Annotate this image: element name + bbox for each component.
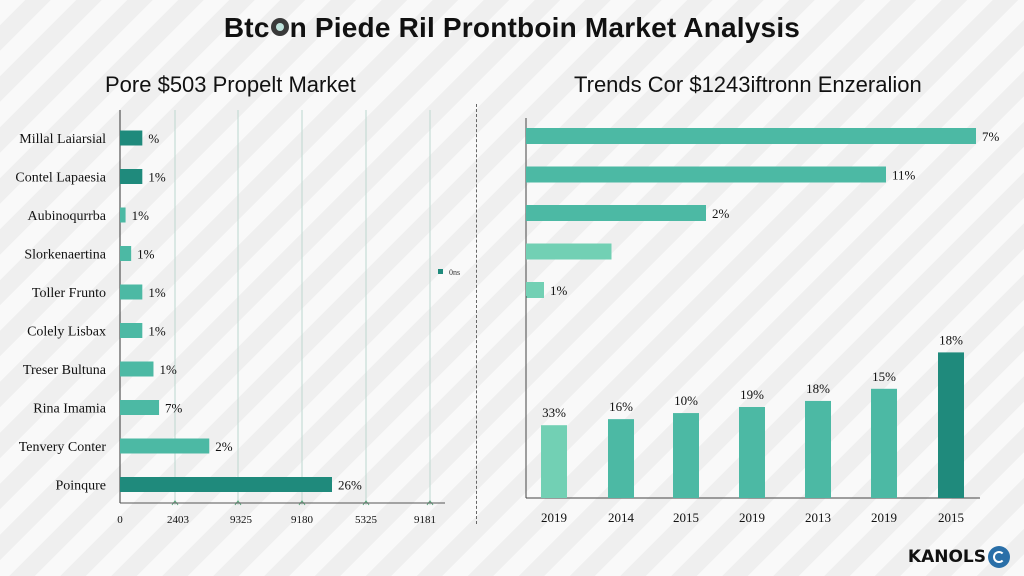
bar xyxy=(526,282,544,298)
bar xyxy=(526,128,976,144)
category-label: Poinqure xyxy=(55,479,106,494)
value-label: 7% xyxy=(165,401,183,416)
left-chart-title: Pore $503 Propelt Market xyxy=(105,72,356,97)
value-label: 10% xyxy=(674,393,698,408)
bar xyxy=(526,243,612,260)
bar xyxy=(526,205,706,221)
bar xyxy=(120,246,132,261)
category-label: Contel Lapaesia xyxy=(15,171,106,186)
x-tick-label: 9181 xyxy=(414,514,436,526)
bar xyxy=(120,323,143,338)
right-chart-title: Trends Cor $1243iftronn Enzeralion xyxy=(574,72,922,97)
page-title-suffix: n Piede Ril Prontboin Market Analysis xyxy=(289,12,801,43)
x-tick-label: 2403 xyxy=(167,514,190,526)
bar xyxy=(120,361,154,377)
value-label: 1% xyxy=(159,362,177,377)
bar xyxy=(938,352,964,498)
value-label: 1% xyxy=(148,324,166,339)
bar xyxy=(120,130,143,146)
grid-marker xyxy=(171,500,179,506)
legend-swatch xyxy=(438,269,443,274)
value-label: 2% xyxy=(215,439,233,454)
bar xyxy=(120,477,332,492)
bar xyxy=(120,400,160,415)
value-label: 1% xyxy=(148,285,166,300)
value-label: 26% xyxy=(338,478,362,493)
left-bar-chart: Millal Laiarsial % Contel Lapaesia 1% Aubino… xyxy=(15,110,460,526)
x-tick-label: 9325 xyxy=(230,514,253,526)
x-tick-label: 2019 xyxy=(871,510,897,525)
bar xyxy=(805,400,831,498)
value-label: 16% xyxy=(609,399,633,414)
grid-marker xyxy=(298,500,306,506)
brand-logo-text: KANOLS xyxy=(907,547,986,567)
coin-icon xyxy=(270,17,289,36)
x-tick-label: 5325 xyxy=(355,514,378,526)
right-top-bar-chart: 7% 11% 2% 1% xyxy=(525,118,1000,308)
bar xyxy=(120,438,210,454)
right-bottom-bar-chart: 33% 2019 16% 2014 10% 2015 19% 2019 18% 2013 15% 20… xyxy=(525,296,980,525)
bar xyxy=(526,166,886,183)
category-label: Rina Imamia xyxy=(33,402,106,417)
value-label: 2% xyxy=(712,206,730,221)
category-label: Toller Frunto xyxy=(32,286,106,301)
x-tick-label: 2015 xyxy=(938,510,964,525)
value-label: 18% xyxy=(939,332,963,347)
bar xyxy=(120,169,143,184)
category-label: Aubinoqurrba xyxy=(27,209,106,224)
category-label: Colely Lisbax xyxy=(27,325,106,340)
grid-marker xyxy=(234,500,242,506)
x-tick-label: 9180 xyxy=(291,514,314,526)
value-label: 1% xyxy=(550,283,568,298)
grid-marker xyxy=(426,500,434,506)
x-tick-label: 2013 xyxy=(805,510,831,525)
x-tick-label: 2015 xyxy=(673,510,699,525)
value-label: 1% xyxy=(132,208,150,223)
value-label: 18% xyxy=(806,381,830,396)
category-label: Tenvery Conter xyxy=(19,440,107,455)
value-label: 1% xyxy=(137,247,155,262)
category-label: Treser Bultuna xyxy=(23,363,107,378)
value-label: 19% xyxy=(740,387,764,402)
x-tick-label: 2019 xyxy=(739,510,765,525)
value-label: 33% xyxy=(542,405,566,420)
logo-icon xyxy=(988,546,1010,568)
category-label: Millal Laiarsial xyxy=(19,132,106,147)
bar xyxy=(871,388,897,498)
bar xyxy=(608,419,634,498)
legend-label: 0ns xyxy=(449,268,460,277)
page-title: Btc n Piede Ril Prontboin Market Analysis xyxy=(0,12,1024,44)
category-label: Slorkenaertina xyxy=(24,248,106,263)
bar xyxy=(673,413,699,498)
bar xyxy=(541,425,567,498)
bar xyxy=(120,207,126,223)
grid-marker xyxy=(362,500,370,506)
value-label: 1% xyxy=(148,170,166,185)
value-label: 11% xyxy=(892,168,916,183)
x-tick-label: 2019 xyxy=(541,510,567,525)
value-label: % xyxy=(148,131,159,146)
x-tick-label: 0 xyxy=(117,514,123,526)
divider xyxy=(476,104,477,524)
bar xyxy=(120,284,143,300)
page-title-prefix: Btc xyxy=(223,12,270,43)
brand-logo: KANOLS xyxy=(908,546,1010,568)
value-label: 7% xyxy=(982,129,1000,144)
x-tick-label: 2014 xyxy=(608,510,635,525)
bar xyxy=(739,407,765,498)
value-label: 15% xyxy=(872,369,896,384)
